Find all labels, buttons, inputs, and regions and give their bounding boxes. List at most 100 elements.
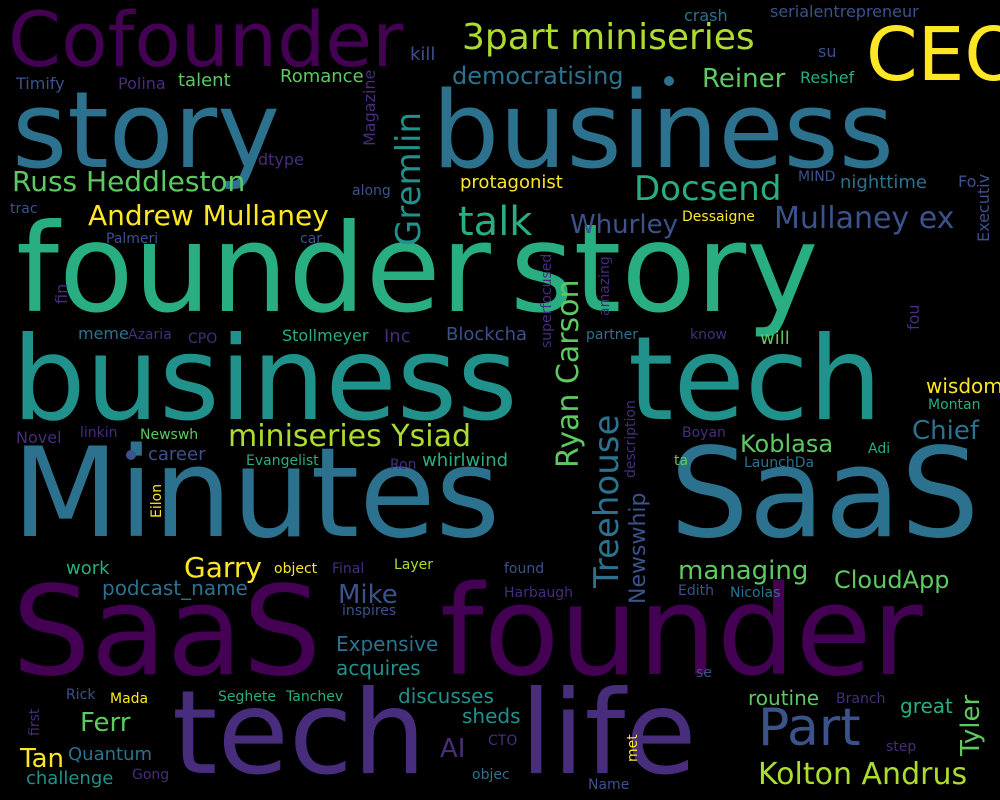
- word-business-1: business: [432, 69, 894, 192]
- word-mike: Mike: [338, 580, 398, 610]
- word-business-2: business: [12, 312, 518, 447]
- word-challenge: challenge: [26, 768, 114, 789]
- word-fo: Fo: [958, 172, 977, 191]
- word-whirlwind: whirlwind: [422, 450, 509, 471]
- word-found: found: [504, 561, 545, 577]
- word-blockcha: Blockcha: [446, 324, 528, 345]
- dot-1: [664, 76, 674, 86]
- word-eilon: Eilon: [149, 483, 165, 518]
- word-tyler: Tyler: [956, 694, 986, 756]
- word-linkin: linkin: [80, 425, 118, 441]
- word-polina: Polina: [118, 74, 166, 93]
- word-seghete: Seghete: [218, 689, 276, 705]
- word-palmeri: Palmeri: [106, 231, 159, 247]
- word-meme: meme: [78, 324, 129, 343]
- word-sheds: sheds: [462, 704, 521, 728]
- word-expensive: Expensive: [336, 632, 439, 656]
- word-ferr: Ferr: [80, 708, 131, 738]
- word-tan: Tan: [20, 744, 64, 774]
- word-tech-1: tech: [628, 312, 883, 447]
- word-saas-1: SaaS: [670, 422, 980, 566]
- word-launchda: LaunchDa: [744, 455, 815, 471]
- word-ai: AI: [440, 734, 466, 764]
- word-nicolas: Nicolas: [730, 585, 781, 601]
- word-crash: crash: [684, 6, 728, 25]
- word-inc: Inc: [384, 326, 411, 347]
- word-founder-2: founder: [440, 560, 923, 704]
- word-dtype: dtype: [258, 150, 304, 169]
- word-podcast-name: podcast_name: [102, 576, 248, 600]
- word-founder-1: founder: [16, 198, 491, 340]
- word-timify: Timify: [16, 74, 65, 93]
- word-3part-miniseries: 3part miniseries: [462, 17, 755, 58]
- word-ceo: CEO: [866, 12, 1000, 98]
- word-boyan: Boyan: [682, 425, 726, 441]
- word-tech-2: tech: [172, 666, 427, 800]
- word-career: career: [148, 444, 206, 465]
- word-acquires: acquires: [336, 656, 421, 680]
- word-wisdom: wisdom: [926, 374, 1000, 398]
- word-cto: CTO: [488, 733, 518, 749]
- word-great: great: [900, 694, 953, 718]
- word-kill: kill: [410, 44, 436, 65]
- word-miniseries-ysiad: miniseries Ysiad: [228, 419, 472, 454]
- word-name: Name: [588, 777, 630, 793]
- word-layer: Layer: [394, 557, 434, 573]
- word-know: know: [690, 327, 727, 343]
- word-ryan-carson: Ryan Carson: [551, 279, 586, 468]
- word-newswh: Newswh: [140, 427, 199, 443]
- word-romance: Romance: [280, 66, 364, 87]
- word-final: Final: [332, 561, 365, 577]
- word-objec: objec: [472, 767, 510, 783]
- word-reiner: Reiner: [702, 64, 786, 94]
- dot-2: [126, 450, 136, 460]
- word-mullaney-ex: Mullaney ex: [774, 201, 955, 236]
- word-partner: partner: [586, 327, 638, 343]
- word-ron: Ron: [390, 457, 417, 473]
- word-first: first: [27, 708, 43, 736]
- word-azaria: Azaria: [128, 327, 172, 343]
- word-branch: Branch: [836, 691, 886, 707]
- word-cpo: CPO: [188, 331, 218, 347]
- word-discusses: discusses: [398, 684, 494, 708]
- word-mada: Mada: [110, 691, 149, 707]
- word-dessaigne: Dessaigne: [682, 209, 755, 225]
- word-amazing: amazing: [597, 256, 613, 316]
- word-novel: Novel: [16, 428, 62, 447]
- word-fin: fin: [52, 283, 71, 304]
- word-magazine: Magazine: [360, 69, 379, 146]
- word-docsend: Docsend: [634, 169, 782, 209]
- word-saas-2: SaaS: [12, 560, 322, 704]
- word-part: Part: [758, 698, 861, 758]
- word-kolton-andrus: Kolton Andrus: [758, 757, 968, 792]
- word-description: description: [623, 400, 639, 478]
- word-met: met: [625, 734, 641, 762]
- word-adi: Adi: [868, 441, 891, 457]
- word-quantum: Quantum: [68, 744, 153, 765]
- word-ta: ta: [674, 453, 689, 469]
- word-garry: Garry: [184, 551, 262, 584]
- word-serialentrepreneur: serialentrepreneur: [770, 2, 919, 21]
- word-along: along: [352, 183, 391, 199]
- word-russ-heddleston: Russ Heddleston: [12, 165, 246, 198]
- word-story-1: story: [12, 69, 280, 192]
- word-chief: Chief: [912, 416, 980, 446]
- word-talent: talent: [178, 70, 231, 91]
- word-will: will: [760, 328, 790, 349]
- word-minutes: Minutes: [12, 422, 501, 566]
- word-talk: talk: [458, 199, 533, 245]
- word-harbaugh: Harbaugh: [504, 585, 573, 601]
- word-stollmeyer: Stollmeyer: [282, 326, 369, 345]
- word-edith: Edith: [678, 583, 714, 599]
- word-evangelist: Evangelist: [246, 453, 319, 469]
- word-life: life: [520, 666, 697, 800]
- word-executiv: Executiv: [974, 173, 993, 242]
- word-object: object: [274, 561, 318, 577]
- word-su: su: [818, 42, 837, 61]
- word-gong: Gong: [132, 767, 170, 783]
- word-routine: routine: [748, 686, 820, 710]
- word-koblasa: Koblasa: [740, 430, 834, 458]
- word-nighttime: nighttime: [840, 172, 927, 193]
- word-fou: fou: [904, 304, 923, 330]
